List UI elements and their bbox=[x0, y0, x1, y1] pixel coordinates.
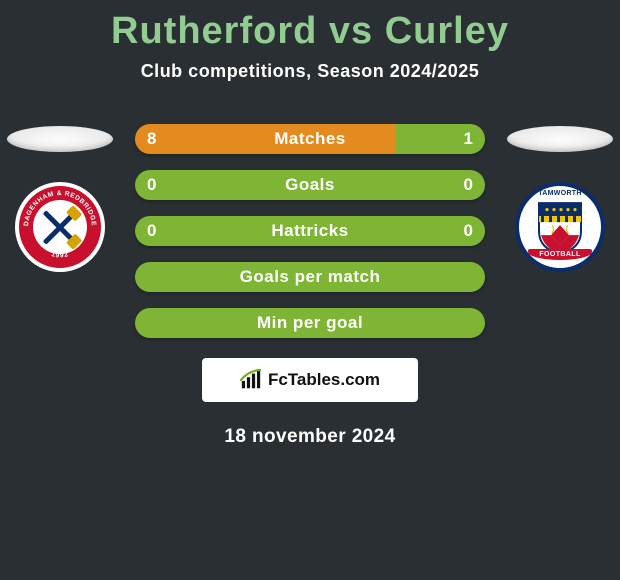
stat-right-value: 0 bbox=[464, 221, 473, 241]
stat-left-value: 0 bbox=[147, 175, 156, 195]
date: 18 november 2024 bbox=[0, 426, 620, 448]
page-title: Rutherford vs Curley bbox=[0, 0, 620, 53]
stat-seg-full bbox=[135, 308, 485, 338]
bars-icon bbox=[240, 369, 262, 391]
player-left-col: DAGENHAM & REDBRIDGE 1992 bbox=[5, 126, 115, 272]
stat-row: Goals per match bbox=[135, 262, 485, 292]
stat-left-value: 8 bbox=[147, 129, 156, 149]
crest-dagenham-redbridge: DAGENHAM & REDBRIDGE 1992 bbox=[15, 182, 105, 272]
crest-ribbon: FOOTBALL CLUB bbox=[528, 249, 592, 260]
stat-seg-right: 0 bbox=[298, 216, 485, 246]
player-right-col: TAMWORTH bbox=[505, 126, 615, 272]
player-right-ellipse bbox=[507, 126, 613, 152]
stat-right-value: 1 bbox=[464, 129, 473, 149]
stats-container: 81Matches00Goals00HattricksGoals per mat… bbox=[135, 124, 485, 354]
stat-row: 00Hattricks bbox=[135, 216, 485, 246]
crest-top-text: TAMWORTH bbox=[519, 190, 601, 197]
stat-row: 00Goals bbox=[135, 170, 485, 200]
stat-seg-left: 0 bbox=[135, 216, 322, 246]
stat-right-value: 0 bbox=[464, 175, 473, 195]
stat-seg-right: 1 bbox=[396, 124, 485, 154]
stat-seg-right: 0 bbox=[298, 170, 485, 200]
stat-left-value: 0 bbox=[147, 221, 156, 241]
crest-shield-icon bbox=[537, 201, 583, 255]
crest-inner bbox=[33, 200, 87, 254]
player-left-ellipse bbox=[7, 126, 113, 152]
stat-seg-full bbox=[135, 262, 485, 292]
watermark: FcTables.com bbox=[202, 358, 418, 402]
stat-row: Min per goal bbox=[135, 308, 485, 338]
watermark-text: FcTables.com bbox=[268, 370, 380, 390]
page-subtitle: Club competitions, Season 2024/2025 bbox=[0, 61, 620, 82]
stat-seg-left: 0 bbox=[135, 170, 322, 200]
crest-tamworth: TAMWORTH bbox=[515, 182, 605, 272]
stat-row: 81Matches bbox=[135, 124, 485, 154]
stat-seg-left: 8 bbox=[135, 124, 420, 154]
page: Rutherford vs Curley Club competitions, … bbox=[0, 0, 620, 580]
